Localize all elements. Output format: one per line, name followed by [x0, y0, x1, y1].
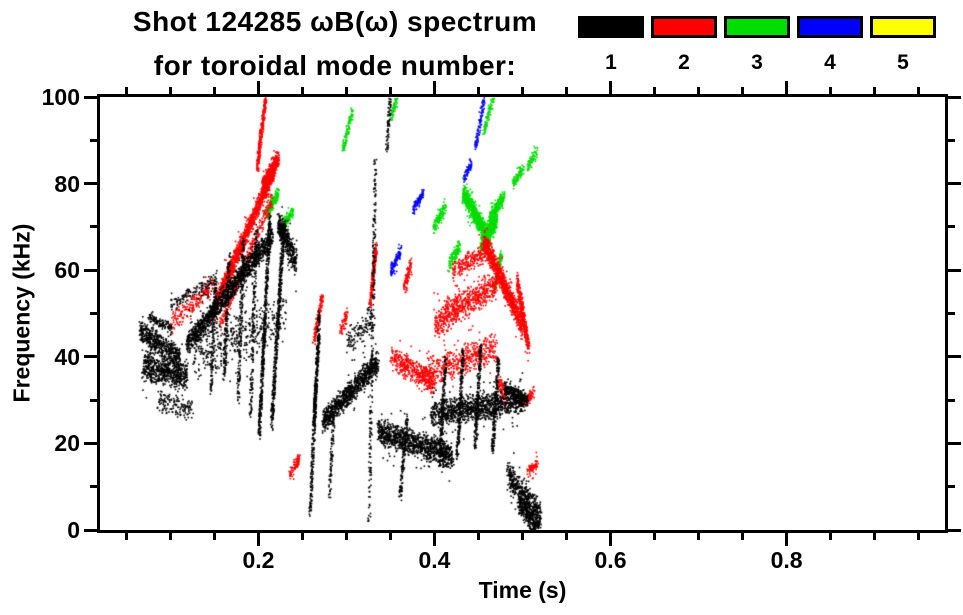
- tick-mark: [90, 398, 97, 402]
- tick-mark: [653, 533, 657, 540]
- tick-mark: [829, 87, 833, 94]
- legend-label: 1: [605, 51, 617, 74]
- tick-mark: [124, 87, 128, 94]
- legend-label: 2: [678, 51, 690, 74]
- legend-swatch: [651, 16, 717, 38]
- tick-mark: [476, 87, 480, 94]
- legend-label: 5: [897, 51, 909, 74]
- tick-mark: [521, 87, 524, 94]
- legend-swatch: [578, 16, 644, 38]
- tick-mark: [873, 533, 877, 540]
- tick-mark: [917, 533, 921, 540]
- legend-label: 3: [751, 51, 763, 74]
- tick-mark: [168, 87, 172, 94]
- tick-mark: [476, 533, 480, 540]
- tick-mark: [785, 533, 789, 546]
- y-tick-label: 80: [54, 170, 80, 197]
- plot-canvas: [100, 97, 945, 530]
- x-tick-label: 0.2: [242, 547, 275, 573]
- legend-swatch: [870, 16, 936, 38]
- tick-mark: [785, 81, 789, 94]
- tick-mark: [917, 87, 921, 94]
- tick-mark: [90, 485, 97, 489]
- tick-mark: [741, 87, 745, 94]
- tick-mark: [948, 268, 961, 272]
- tick-mark: [84, 355, 97, 359]
- legend-entry: 3: [724, 16, 790, 75]
- x-tick-label: 0.8: [770, 547, 803, 573]
- x-tick-label: 0.4: [418, 547, 451, 573]
- tick-mark: [609, 81, 613, 94]
- legend-swatch: [724, 16, 790, 38]
- x-tick-label: 0.6: [594, 547, 627, 573]
- y-tick-label: 100: [41, 84, 80, 110]
- legend-entry: 5: [870, 16, 936, 75]
- tick-mark: [948, 355, 961, 359]
- legend: 1 2 3 4 5: [578, 16, 936, 75]
- tick-mark: [948, 312, 955, 315]
- tick-mark: [90, 225, 97, 229]
- tick-mark: [84, 95, 97, 99]
- tick-mark: [344, 87, 348, 94]
- tick-mark: [948, 138, 955, 142]
- chart-title: Shot 124285 ωB(ω) spectrum: [132, 6, 538, 37]
- plot-frame: [97, 94, 948, 533]
- legend-label: 4: [824, 51, 836, 74]
- tick-mark: [388, 87, 392, 94]
- tick-mark: [829, 533, 833, 540]
- tick-mark: [90, 312, 97, 315]
- tick-mark: [432, 533, 436, 546]
- x-axis-label: Time (s): [478, 577, 567, 603]
- tick-mark: [84, 268, 97, 272]
- tick-mark: [300, 87, 304, 94]
- tick-mark: [432, 81, 436, 94]
- tick-mark: [948, 528, 961, 532]
- tick-mark: [948, 182, 961, 186]
- tick-mark: [344, 533, 348, 540]
- legend-entry: 2: [651, 16, 717, 75]
- tick-mark: [168, 533, 172, 540]
- tick-mark: [697, 533, 701, 540]
- tick-mark: [948, 95, 961, 99]
- tick-mark: [388, 533, 392, 540]
- tick-mark: [948, 441, 961, 445]
- tick-mark: [653, 87, 657, 94]
- tick-mark: [84, 182, 97, 186]
- legend-swatch: [797, 16, 863, 38]
- y-tick-label: 0: [67, 517, 80, 543]
- tick-mark: [90, 138, 97, 142]
- tick-mark: [948, 225, 955, 229]
- tick-mark: [256, 81, 260, 94]
- tick-mark: [948, 398, 955, 402]
- tick-mark: [521, 533, 524, 540]
- legend-entry: 4: [797, 16, 863, 75]
- tick-mark: [948, 485, 955, 489]
- legend-entry: 1: [578, 16, 644, 75]
- tick-mark: [256, 533, 260, 546]
- tick-mark: [212, 87, 216, 94]
- tick-mark: [84, 441, 97, 445]
- tick-mark: [124, 533, 128, 540]
- tick-mark: [873, 87, 877, 94]
- tick-mark: [300, 533, 304, 540]
- tick-mark: [697, 87, 701, 94]
- tick-mark: [565, 87, 568, 94]
- tick-mark: [84, 528, 97, 532]
- tick-mark: [609, 533, 613, 546]
- tick-mark: [212, 533, 216, 540]
- chart-subtitle: for toroidal mode number:: [153, 50, 517, 81]
- tick-mark: [565, 533, 568, 540]
- y-axis-label: Frequency (kHz): [8, 223, 35, 403]
- y-tick-label: 20: [54, 430, 80, 457]
- tick-mark: [741, 533, 745, 540]
